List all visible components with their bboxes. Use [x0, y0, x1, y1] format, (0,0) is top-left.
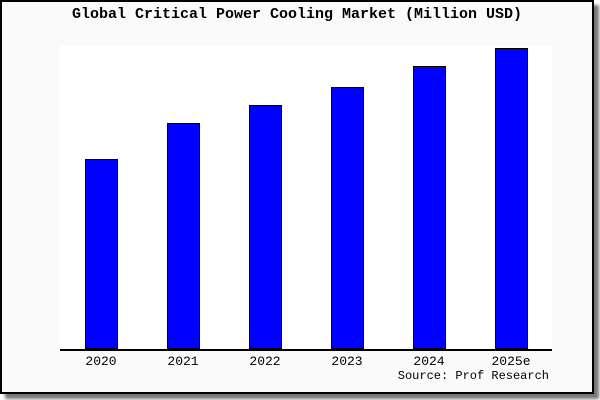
x-axis-label-2020: 2020 — [85, 354, 117, 369]
chart-title: Global Critical Power Cooling Market (Mi… — [71, 6, 523, 23]
bar-slot-2021 — [142, 123, 224, 349]
bar-slot-2020 — [60, 159, 142, 349]
bar-slot-2022 — [224, 105, 306, 349]
bar-slot-2023 — [306, 87, 388, 349]
x-axis-label-2025e: 2025e — [491, 354, 531, 369]
bar-slot-2025e — [470, 48, 552, 349]
bar-2024 — [412, 66, 446, 349]
bar-2021 — [166, 123, 200, 349]
x-axis-label-2023: 2023 — [331, 354, 363, 369]
x-axis-label-2024: 2024 — [413, 354, 445, 369]
bar-2023 — [330, 87, 364, 349]
x-axis-label-2021: 2021 — [167, 354, 199, 369]
source-caption: Source: Prof Research — [397, 369, 549, 383]
bar-2022 — [248, 105, 282, 349]
x-axis-labels: 2020 2021 2022 2023 2024 2025e — [60, 355, 552, 369]
x-axis-label-2022: 2022 — [249, 354, 281, 369]
bars-container — [60, 46, 552, 349]
bar-2020 — [84, 159, 118, 349]
bar-2025e — [494, 48, 528, 349]
plot-area — [60, 46, 552, 351]
chart-frame: Global Critical Power Cooling Market (Mi… — [0, 0, 594, 394]
bar-slot-2024 — [388, 66, 470, 349]
